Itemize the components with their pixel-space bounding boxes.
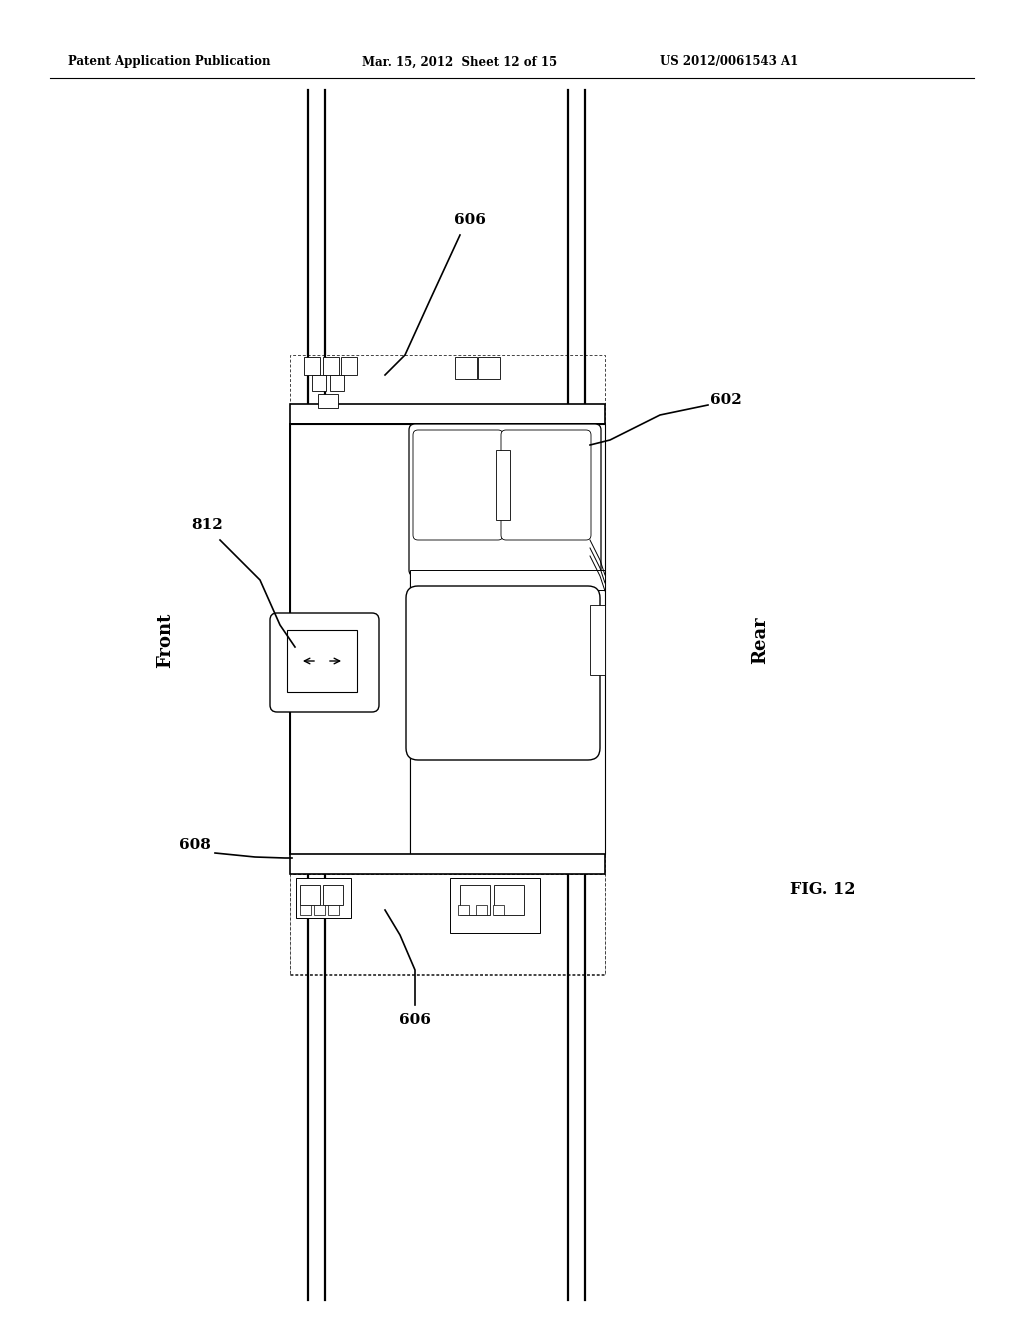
Bar [458, 906, 469, 915]
Bar [290, 854, 605, 874]
Bar [496, 450, 510, 520]
Bar [341, 356, 357, 375]
Bar [287, 630, 357, 692]
Bar [476, 906, 487, 915]
Bar [314, 906, 325, 915]
Bar [460, 884, 490, 915]
Text: Rear: Rear [751, 616, 769, 664]
Bar [478, 356, 500, 379]
Text: 602: 602 [710, 393, 741, 407]
FancyBboxPatch shape [409, 424, 601, 576]
Bar [312, 375, 326, 391]
Bar [450, 878, 540, 933]
Text: 812: 812 [191, 517, 223, 532]
Bar [290, 424, 410, 854]
Bar [300, 906, 311, 915]
Bar [410, 570, 605, 590]
Bar [318, 393, 338, 408]
Bar [300, 884, 319, 906]
Text: 606: 606 [399, 1012, 431, 1027]
FancyBboxPatch shape [406, 586, 600, 760]
Bar [290, 404, 605, 424]
Bar [296, 878, 351, 917]
Bar [494, 884, 524, 915]
Bar [290, 355, 605, 975]
Text: Front: Front [156, 612, 174, 668]
Bar [455, 356, 477, 379]
FancyBboxPatch shape [501, 430, 591, 540]
Text: FIG. 12: FIG. 12 [790, 882, 855, 899]
Bar [323, 356, 339, 375]
Bar [330, 375, 344, 391]
Text: Patent Application Publication: Patent Application Publication [68, 55, 270, 69]
Bar [304, 356, 319, 375]
Bar [323, 884, 343, 906]
Text: 608: 608 [179, 838, 211, 851]
Text: Mar. 15, 2012  Sheet 12 of 15: Mar. 15, 2012 Sheet 12 of 15 [362, 55, 557, 69]
Bar [290, 874, 605, 974]
Text: US 2012/0061543 A1: US 2012/0061543 A1 [660, 55, 799, 69]
FancyBboxPatch shape [413, 430, 503, 540]
Bar [493, 906, 504, 915]
Text: 606: 606 [454, 213, 486, 227]
FancyBboxPatch shape [270, 612, 379, 711]
Bar [590, 605, 605, 675]
Bar [410, 424, 605, 854]
Bar [328, 906, 339, 915]
Bar [290, 424, 605, 854]
